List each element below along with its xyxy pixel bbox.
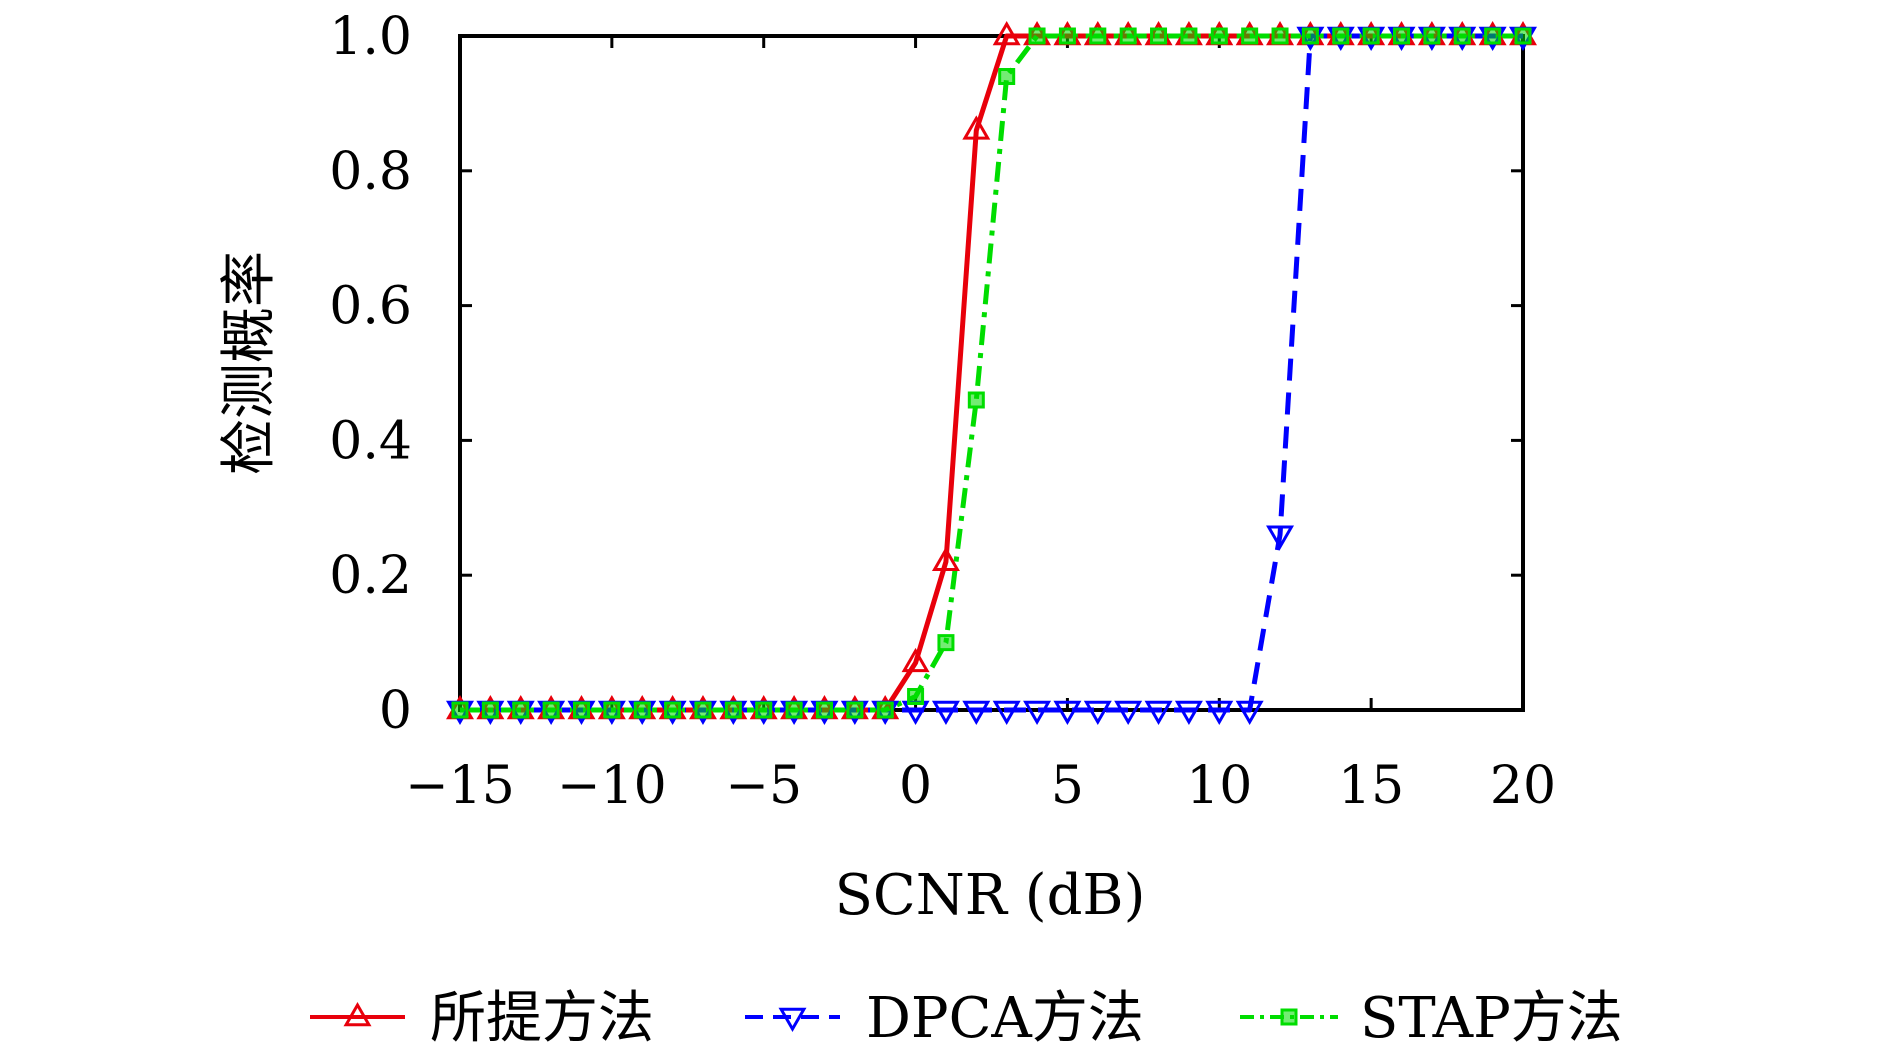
data-point-marker bbox=[1083, 700, 1112, 726]
data-point-marker bbox=[542, 701, 560, 719]
data-point-marker bbox=[907, 688, 925, 706]
data-point-marker bbox=[931, 546, 960, 572]
x-tick-label: 15 bbox=[1338, 756, 1404, 816]
data-point-marker bbox=[664, 701, 682, 719]
series-line-2 bbox=[460, 33, 1523, 713]
y-tick-label: 1.0 bbox=[329, 7, 412, 67]
axis-ticks bbox=[458, 34, 1525, 712]
data-point-marker bbox=[1241, 27, 1259, 45]
plot-frame bbox=[458, 34, 1525, 712]
data-point-marker bbox=[1484, 27, 1502, 45]
data-point-marker bbox=[694, 701, 712, 719]
x-tick-label: −5 bbox=[725, 756, 802, 816]
data-point-marker bbox=[901, 647, 930, 673]
data-point-marker bbox=[815, 701, 833, 719]
legend-item-series-0: 所提方法 bbox=[310, 986, 654, 1051]
data-point-marker bbox=[992, 20, 1021, 46]
data-point-marker bbox=[967, 391, 985, 409]
series-line-1 bbox=[460, 33, 1523, 713]
legend-swatch-marker bbox=[1280, 1008, 1298, 1026]
y-tick-label: 0.2 bbox=[329, 546, 412, 606]
data-point-marker bbox=[633, 701, 651, 719]
data-point-marker bbox=[1301, 27, 1319, 45]
x-tick-labels: −15 −10 −5 0 5 10 15 20 bbox=[405, 756, 1556, 816]
data-point-marker bbox=[937, 634, 955, 652]
legend-item-series-1: DPCA方法 bbox=[745, 986, 1144, 1051]
legend: 所提方法 DPCA方法 STAP方法 bbox=[310, 986, 1623, 1051]
y-tick-label: 0 bbox=[379, 681, 412, 741]
data-point-marker bbox=[1271, 27, 1289, 45]
data-point-marker bbox=[1514, 27, 1532, 45]
legend-label: DPCA方法 bbox=[866, 986, 1144, 1051]
x-tick-label: 0 bbox=[899, 756, 932, 816]
data-point-marker bbox=[1266, 525, 1295, 550]
data-point-marker bbox=[785, 701, 803, 719]
data-point-marker bbox=[876, 701, 894, 719]
x-tick-label: 10 bbox=[1186, 756, 1252, 816]
data-point-marker bbox=[1174, 700, 1203, 726]
data-point-marker bbox=[1144, 700, 1173, 726]
legend-label: STAP方法 bbox=[1360, 986, 1623, 1051]
data-point-marker bbox=[1362, 27, 1380, 45]
data-point-marker bbox=[603, 701, 621, 719]
data-point-marker bbox=[481, 701, 499, 719]
data-point-marker bbox=[962, 700, 991, 726]
x-tick-label: −10 bbox=[557, 756, 667, 816]
data-point-marker bbox=[451, 701, 469, 719]
x-tick-label: −15 bbox=[405, 756, 515, 816]
data-point-marker bbox=[1235, 700, 1264, 726]
y-tick-label: 0.6 bbox=[329, 277, 412, 337]
x-tick-label: 5 bbox=[1051, 756, 1084, 816]
plot-area bbox=[458, 34, 1525, 712]
data-point-marker bbox=[1119, 27, 1137, 45]
x-axis-title: SCNR (dB) bbox=[835, 863, 1146, 928]
legend-swatch-marker bbox=[343, 1001, 372, 1027]
data-point-marker bbox=[512, 701, 530, 719]
data-point-marker bbox=[962, 115, 991, 140]
data-point-marker bbox=[1210, 27, 1228, 45]
data-point-marker bbox=[1205, 700, 1234, 726]
y-tick-label: 0.8 bbox=[329, 142, 412, 202]
legend-swatch-marker bbox=[778, 1007, 807, 1033]
data-point-marker bbox=[1023, 700, 1052, 726]
y-axis-title: 检测概率 bbox=[217, 251, 282, 475]
data-point-marker bbox=[1028, 27, 1046, 45]
data-point-marker bbox=[1089, 27, 1107, 45]
data-point-marker bbox=[992, 700, 1021, 726]
data-point-marker bbox=[1114, 700, 1143, 726]
data-point-marker bbox=[846, 701, 864, 719]
y-tick-labels: 0 0.2 0.4 0.6 0.8 1.0 bbox=[329, 7, 412, 741]
y-tick-label: 0.4 bbox=[329, 411, 412, 471]
data-point-marker bbox=[572, 701, 590, 719]
data-point-marker bbox=[1150, 27, 1168, 45]
series-lines bbox=[460, 33, 1523, 713]
data-point-marker bbox=[1180, 27, 1198, 45]
legend-item-series-2: STAP方法 bbox=[1240, 986, 1623, 1051]
data-point-marker bbox=[1423, 27, 1441, 45]
legend-label: 所提方法 bbox=[430, 986, 654, 1051]
data-point-marker bbox=[1053, 700, 1082, 726]
x-tick-label: 20 bbox=[1490, 756, 1556, 816]
series-line-0 bbox=[460, 33, 1523, 713]
data-point-marker bbox=[1058, 27, 1076, 45]
data-point-marker bbox=[724, 701, 742, 719]
data-point-marker bbox=[931, 700, 960, 726]
data-point-marker bbox=[998, 67, 1016, 85]
data-point-marker bbox=[1332, 27, 1350, 45]
data-point-marker bbox=[1393, 27, 1411, 45]
data-point-marker bbox=[755, 701, 773, 719]
data-point-marker bbox=[1453, 27, 1471, 45]
series-markers bbox=[446, 20, 1537, 726]
